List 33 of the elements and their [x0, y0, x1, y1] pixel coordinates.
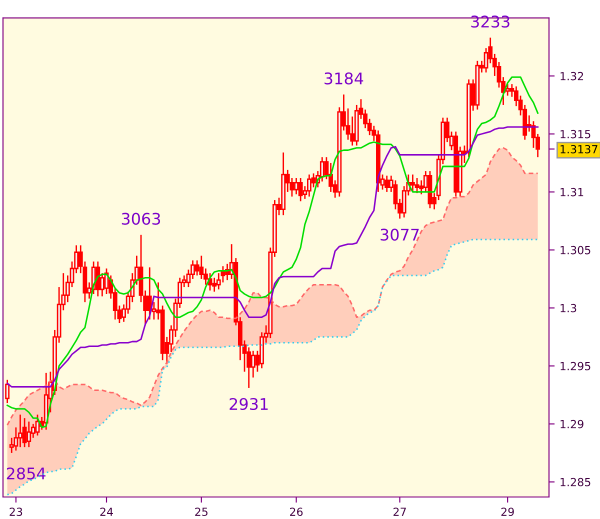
y-tick-label: 1.29 [560, 420, 584, 428]
annotation: 3184 [324, 72, 364, 84]
y-tick-label: 1.315 [560, 130, 590, 138]
candlestick [96, 260, 100, 298]
annotation: 3063 [122, 212, 160, 225]
candlestick [194, 260, 200, 276]
line-series [6, 147, 539, 426]
y-tick-label: 1.3137 [560, 145, 598, 154]
candlestick [298, 177, 303, 202]
x-tick-label: 23 [10, 508, 22, 516]
candlestick [22, 417, 27, 448]
annotation: 2931 [230, 398, 268, 410]
x-tick-label: 24 [100, 508, 113, 516]
y-tick-label: 1.31 [560, 188, 584, 196]
annotation: 2854 [6, 467, 46, 480]
y-tick-label: 1.32 [560, 72, 584, 80]
candlestick [250, 350, 256, 378]
x-tick-label: 27 [394, 508, 406, 516]
candlestick [5, 379, 10, 404]
x-tick-label: 29 [501, 508, 514, 516]
annotation: 3077 [380, 228, 419, 241]
x-tick-label: 25 [195, 508, 208, 516]
y-tick-label: 1.3 [560, 304, 576, 312]
candlestick [384, 175, 390, 193]
annotation: 3233 [471, 16, 510, 28]
candlestick [212, 277, 217, 292]
candlestick [147, 266, 152, 320]
y-tick-label: 1.305 [560, 246, 590, 254]
y-tick-label: 1.295 [560, 362, 590, 370]
x-tick-label: 26 [290, 508, 303, 516]
candlestick [414, 177, 420, 194]
candlestick [26, 420, 32, 448]
y-tick-label: 1.285 [560, 478, 590, 486]
